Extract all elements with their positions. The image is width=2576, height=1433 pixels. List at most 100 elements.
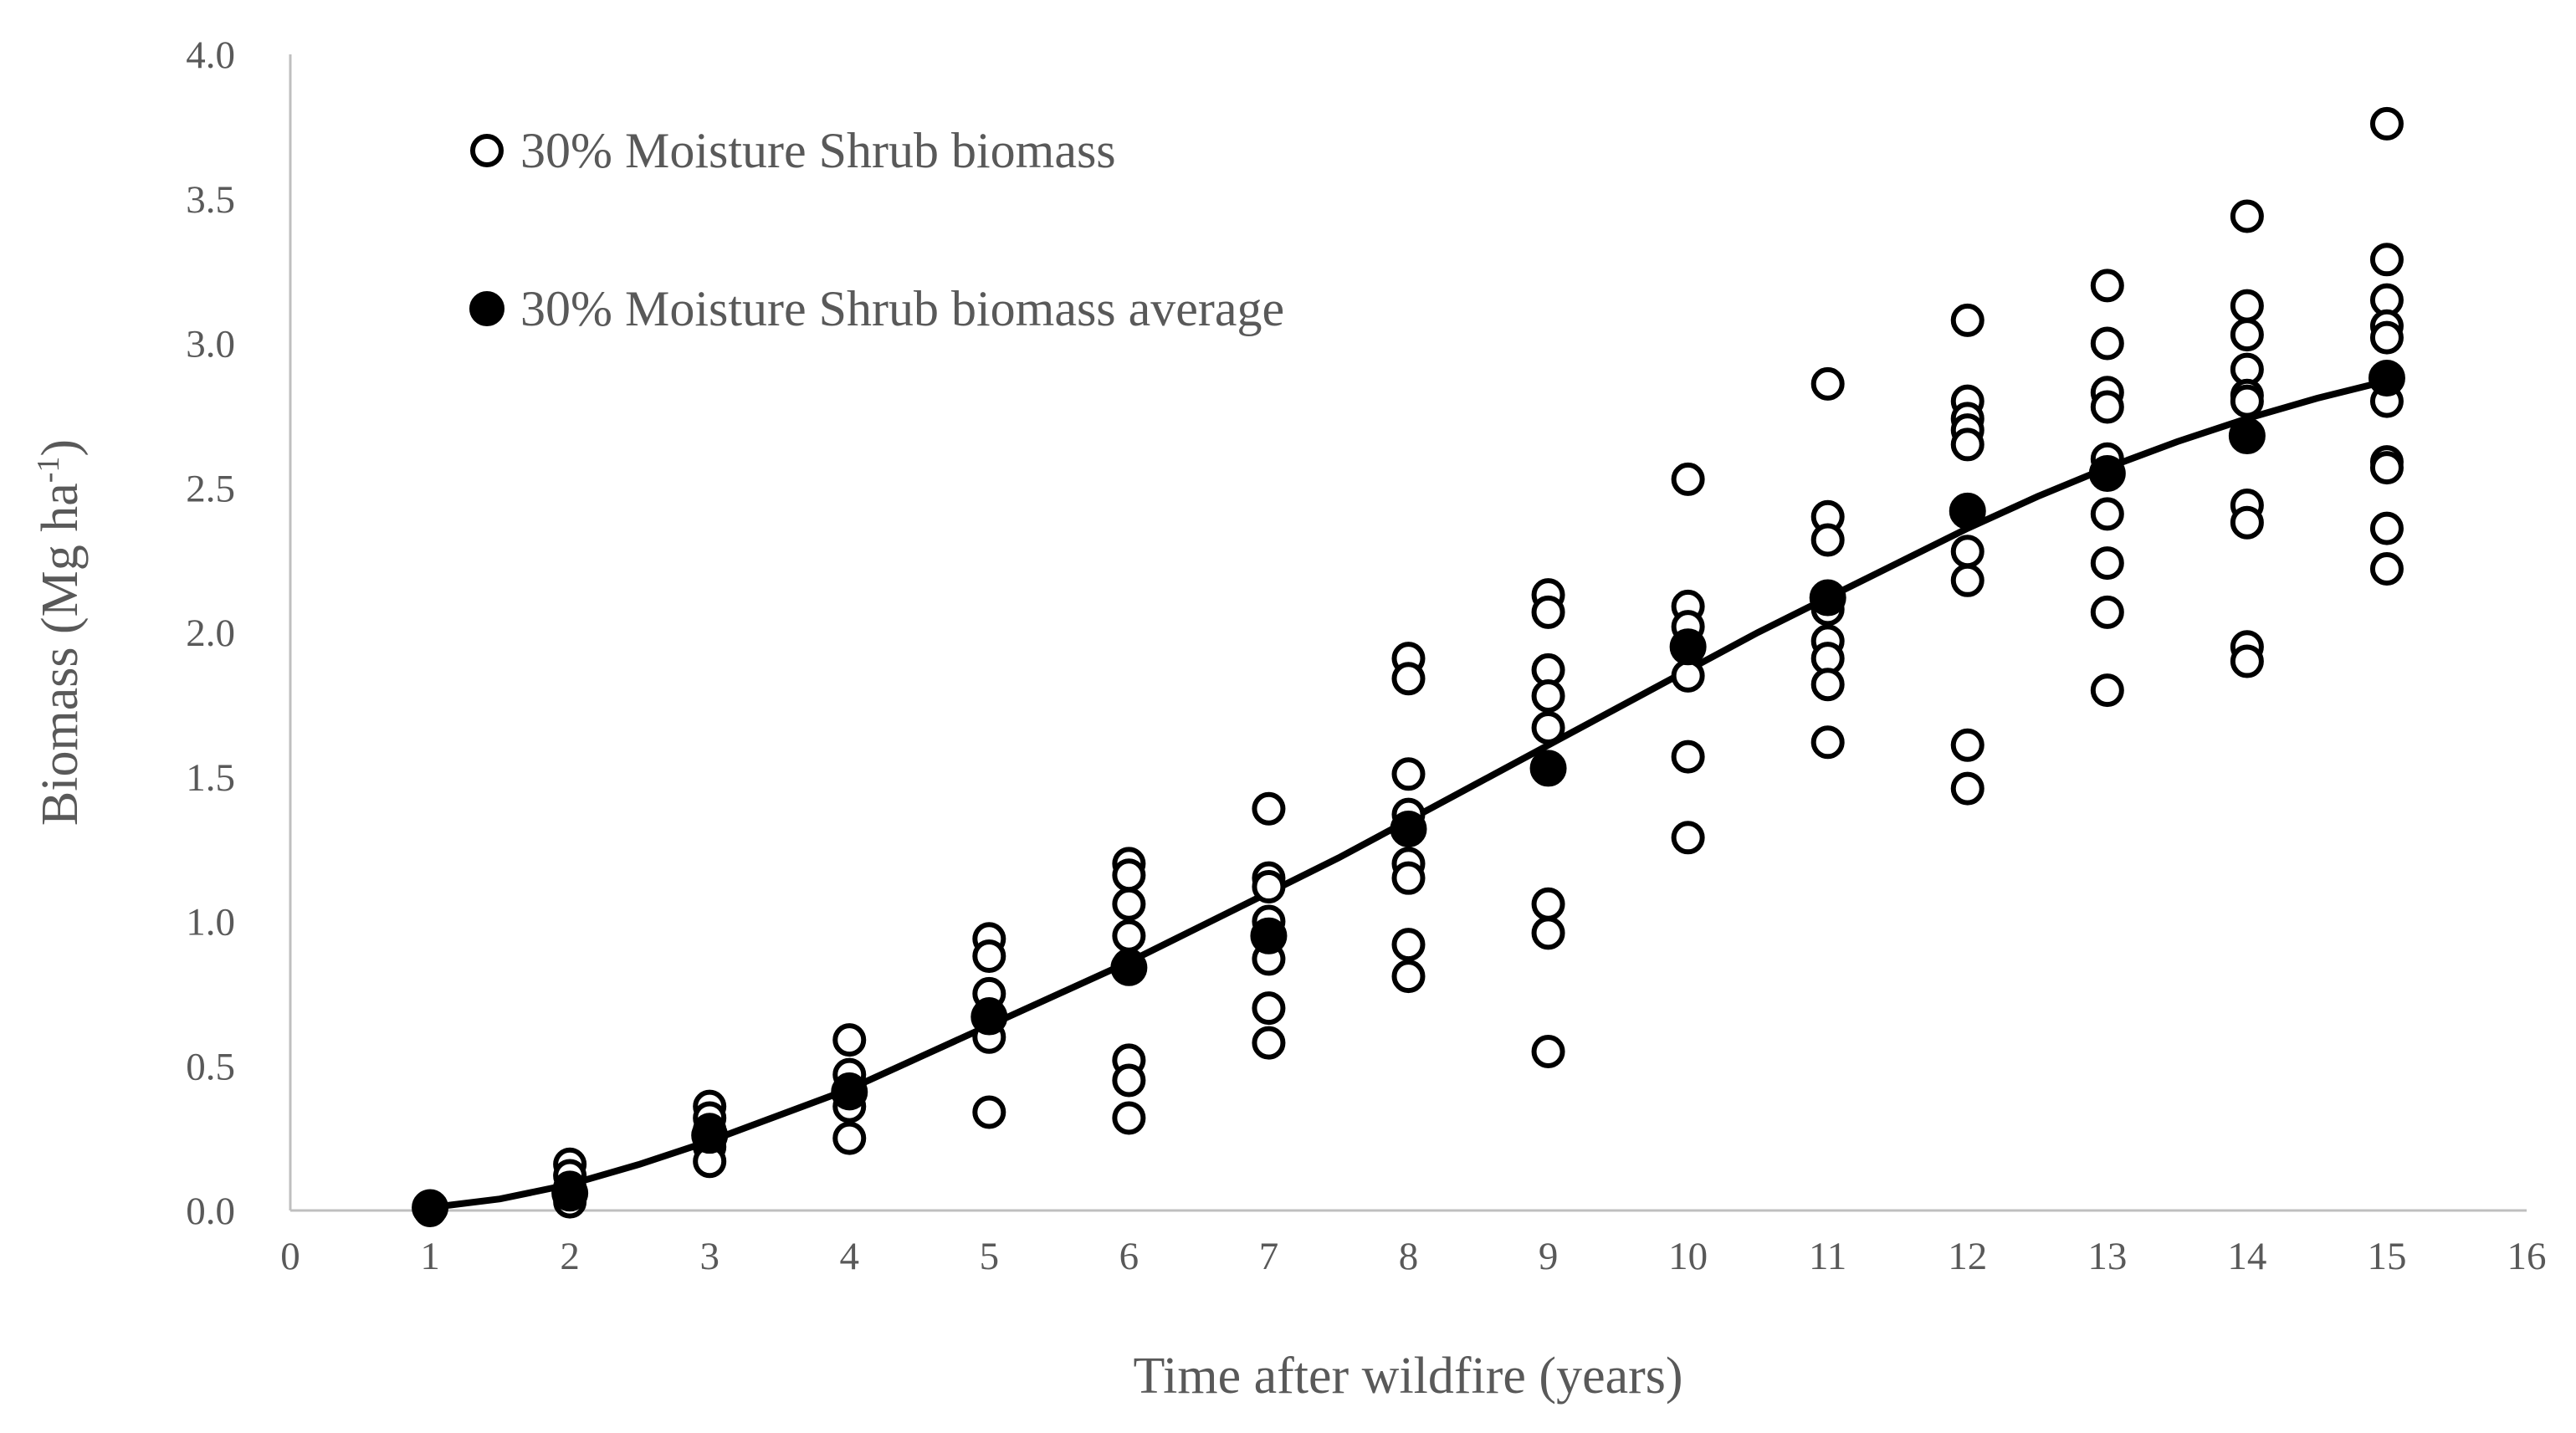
y-tick-labels: 0.0 0.5 1.0 1.5 2.0 2.5 3.0 3.5 4.0: [186, 33, 235, 1233]
observed-point: [2369, 320, 2404, 355]
y-axis-title-main: Biomass (Mg ha: [32, 483, 89, 826]
observed-point: [2090, 497, 2124, 531]
x-tick-label: 11: [1809, 1235, 1846, 1278]
legend-item-observed: 30% Moisture Shrub biomass: [470, 123, 1116, 178]
observed-point: [2230, 289, 2264, 323]
y-tick-label: 0.5: [186, 1045, 235, 1088]
observed-point: [1810, 725, 1845, 760]
observed-point: [2090, 546, 2124, 581]
observed-point: [1950, 427, 1984, 462]
observed-point: [1810, 668, 1845, 702]
observed-point: [1112, 919, 1146, 953]
x-tick-label: 12: [1948, 1235, 1987, 1278]
observed-point: [1950, 535, 1984, 569]
observed-point: [1950, 303, 1984, 337]
average-point: [412, 1189, 449, 1226]
observed-point: [2230, 505, 2264, 540]
observed-point: [2090, 326, 2124, 361]
observed-point: [2090, 390, 2124, 424]
observed-point: [972, 1095, 1006, 1129]
x-tick-label: 10: [1668, 1235, 1708, 1278]
x-tick-label: 15: [2367, 1235, 2406, 1278]
observed-point: [2230, 384, 2264, 418]
observed-point: [1950, 771, 1984, 806]
observed-point: [2090, 673, 2124, 708]
y-tick-label: 1.0: [186, 901, 235, 944]
observed-point: [1531, 887, 1565, 921]
x-tick-label: 13: [2087, 1235, 2127, 1278]
observed-point: [2230, 318, 2264, 352]
average-point: [2228, 417, 2266, 455]
observed-point: [1671, 462, 1705, 496]
average-point: [691, 1117, 729, 1154]
x-tick-label: 16: [2507, 1235, 2547, 1278]
average-points: [412, 359, 2405, 1226]
observed-point: [2369, 511, 2404, 545]
legend-label-average: 30% Moisture Shrub biomass average: [520, 281, 1284, 336]
x-tick-label: 6: [1119, 1235, 1139, 1278]
observed-point: [1531, 711, 1565, 745]
observed-point: [1531, 916, 1565, 950]
average-point: [2088, 454, 2126, 492]
y-axis-title: Biomass (Mg ha-1): [31, 439, 89, 826]
observed-point: [2369, 106, 2404, 141]
observed-point: [2369, 551, 2404, 586]
observed-point: [1112, 1063, 1146, 1098]
y-tick-label: 3.0: [186, 323, 235, 366]
observed-point: [1391, 960, 1426, 994]
legend-filled-circle-icon: [469, 291, 504, 326]
average-point: [551, 1175, 589, 1212]
observed-point: [1252, 791, 1286, 826]
x-tick-label: 1: [420, 1235, 440, 1278]
y-axis-title-close: ): [32, 439, 89, 457]
legend-label-observed: 30% Moisture Shrub biomass: [520, 123, 1116, 178]
observed-point: [1810, 523, 1845, 557]
observed-point: [1531, 679, 1565, 714]
average-point: [970, 998, 1008, 1036]
legend: 30% Moisture Shrub biomass 30% Moisture …: [469, 123, 1284, 336]
average-point: [1110, 949, 1148, 986]
observed-point: [1671, 658, 1705, 693]
observed-point: [2369, 243, 2404, 277]
observed-point: [1671, 821, 1705, 855]
observed-point: [1531, 595, 1565, 629]
observed-point: [832, 1121, 867, 1155]
observed-point: [1391, 861, 1426, 895]
observed-point: [1950, 563, 1984, 597]
x-tick-label: 5: [980, 1235, 1000, 1278]
average-point: [1250, 917, 1288, 954]
y-tick-label: 4.0: [186, 33, 235, 77]
x-tick-label: 14: [2227, 1235, 2266, 1278]
y-tick-label: 3.5: [186, 178, 235, 222]
observed-points: [413, 106, 2404, 1227]
average-point: [1390, 810, 1427, 847]
average-point: [1949, 492, 1986, 530]
observed-point: [1112, 1101, 1146, 1135]
observed-point: [1391, 757, 1426, 791]
x-axis-title: Time after wildfire (years): [1133, 1348, 1682, 1405]
observed-point: [2090, 595, 2124, 629]
observed-point: [2090, 269, 2124, 303]
observed-point: [1950, 728, 1984, 762]
observed-point: [1391, 662, 1426, 696]
observed-point: [1112, 887, 1146, 921]
observed-point: [1391, 928, 1426, 962]
observed-point: [1531, 1034, 1565, 1068]
y-tick-label: 1.5: [186, 756, 235, 800]
plot-area: 0 1 2 3 4 5 6 7 8 9 10 11 12 13 14 15 16 0.00.51.01.52.0…: [186, 33, 2546, 1278]
y-tick-label: 2.5: [186, 467, 235, 510]
legend-item-average: 30% Moisture Shrub biomass average: [469, 281, 1284, 336]
x-tick-label: 2: [560, 1235, 580, 1278]
x-tick-label: 3: [699, 1235, 720, 1278]
x-tick-label: 8: [1399, 1235, 1419, 1278]
x-tick-labels: 0 1 2 3 4 5 6 7 8 9 10 11 12 13 14 15 16: [280, 1235, 2546, 1278]
observed-point: [2230, 199, 2264, 233]
average-point: [1669, 628, 1707, 666]
observed-point: [2230, 644, 2264, 678]
observed-point: [1810, 366, 1845, 401]
observed-point: [2369, 451, 2404, 485]
observed-point: [1671, 740, 1705, 774]
x-tick-label: 9: [1539, 1235, 1559, 1278]
x-tick-label: 4: [840, 1235, 860, 1278]
